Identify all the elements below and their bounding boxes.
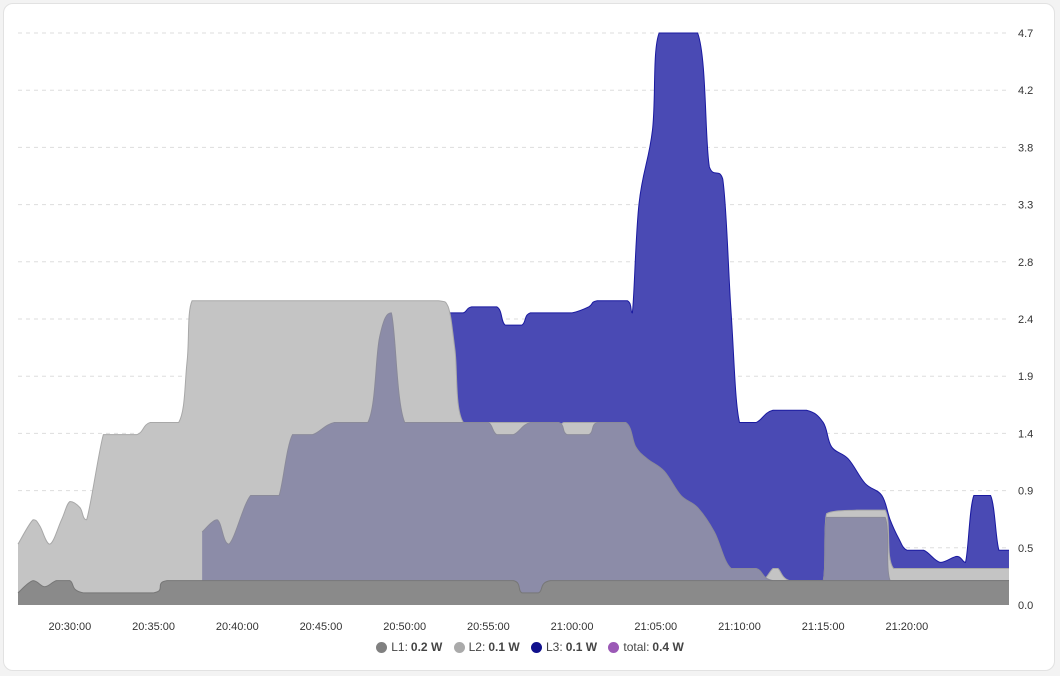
series-line-total — [17, 580, 1009, 594]
legend-label: L1 — [391, 640, 405, 654]
y-tick-label: 4.7 — [1018, 28, 1033, 40]
series-line-l1 — [201, 312, 1009, 582]
legend-dot-icon — [376, 641, 388, 653]
legend-label: L3 — [546, 640, 560, 654]
x-tick-label: 21:00:00 — [551, 621, 594, 633]
y-tick-label: 3.8 — [1018, 142, 1033, 154]
x-axis-ticks: 20:30:00 20:35:00 20:40:00 20:45:00 20:50:00… — [48, 621, 928, 633]
x-tick-label: 21:15:00 — [802, 621, 845, 633]
x-tick-label: 21:05:00 — [634, 621, 677, 633]
legend-item-l3[interactable]: L3: 0.1 W — [531, 640, 597, 654]
legend-dot-icon — [531, 641, 542, 653]
x-tick-label: 20:45:00 — [300, 621, 343, 633]
x-tick-label: 20:35:00 — [132, 621, 175, 633]
legend-value: 0.2 W — [410, 640, 443, 654]
y-tick-label: 1.4 — [1018, 428, 1033, 440]
legend-dot-icon — [608, 641, 620, 653]
legend-item-l2[interactable]: L2: 0.1 W — [453, 640, 520, 654]
y-axis-ticks: 0.0 0.5 0.9 1.4 1.9 2.4 2.8 3.3 3.8 4.2 4.7 — [1018, 28, 1033, 612]
y-tick-label: 2.8 — [1018, 257, 1033, 269]
power-area-chart: 20:30:00 20:35:00 20:40:00 20:45:00 20:50:00… — [17, 28, 1033, 633]
x-tick-label: 21:20:00 — [885, 621, 928, 633]
legend-item-l1[interactable]: L1: 0.2 W — [376, 640, 442, 654]
x-tick-label: 20:30:00 — [48, 621, 91, 633]
y-tick-label: 2.4 — [1018, 314, 1033, 326]
series-area-total — [18, 580, 1009, 605]
x-tick-label: 20:40:00 — [216, 621, 259, 633]
chart-card: 20:30:00 20:35:00 20:40:00 20:45:00 20:50:00… — [3, 3, 1055, 671]
legend-dot-icon — [453, 641, 465, 653]
y-tick-label: 3.3 — [1018, 200, 1033, 212]
legend-value: 0.1 W — [565, 640, 598, 654]
y-tick-label: 4.2 — [1018, 85, 1033, 97]
x-tick-label: 21:10:00 — [718, 621, 761, 633]
legend-item-total[interactable]: total: 0.4 W — [608, 640, 684, 654]
x-tick-label: 20:55:00 — [467, 621, 510, 633]
legend-label: total — [623, 640, 647, 654]
x-tick-label: 20:50:00 — [383, 621, 426, 633]
series-areas — [17, 32, 1009, 605]
y-tick-label: 0.0 — [1018, 600, 1033, 612]
legend-value: 0.1 W — [488, 640, 520, 654]
legend-value: 0.4 W — [652, 640, 684, 654]
y-tick-label: 0.5 — [1018, 543, 1033, 555]
series-area-l1 — [202, 312, 1009, 605]
legend: L1: 0.2 W L2: 0.1 W L3: 0.1 W total: 0.4… — [4, 640, 1056, 656]
y-tick-label: 0.9 — [1018, 486, 1033, 498]
legend-label: L2 — [468, 640, 482, 654]
y-tick-label: 1.9 — [1018, 371, 1033, 383]
